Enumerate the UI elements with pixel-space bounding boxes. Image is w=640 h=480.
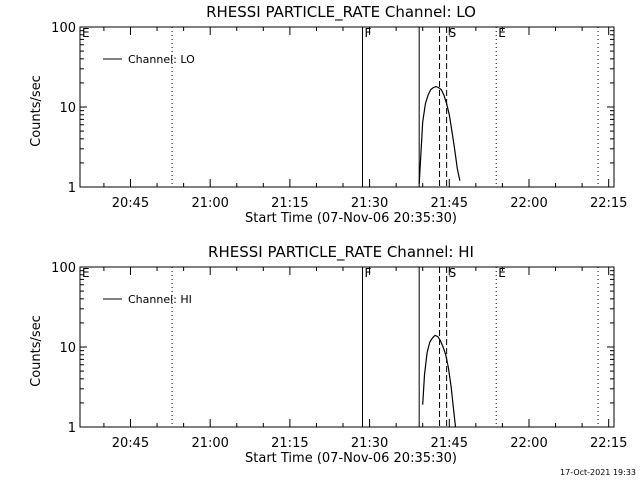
x-tick-label: 20:45	[112, 196, 149, 211]
x-tick-label: 21:45	[431, 196, 468, 211]
hi-channel-panel: RHESSI PARTICLE_RATE Channel: HI 1 10 100 20…	[29, 243, 627, 466]
y-axis-label: Counts/sec	[29, 75, 44, 147]
x-tick-label: 21:15	[271, 196, 308, 211]
x-tick-label: 21:00	[191, 196, 228, 211]
marker-label: E	[498, 266, 506, 280]
marker-label: F	[364, 26, 371, 40]
plot-timestamp: 17-Oct-2021 19:33	[560, 468, 636, 477]
series-line	[422, 334, 457, 428]
x-tick-label: 21:45	[431, 436, 468, 451]
y-tick-label: 100	[51, 261, 76, 276]
legend-label: Channel: HI	[128, 293, 192, 306]
chart-title: RHESSI PARTICLE_RATE Channel: HI	[208, 243, 474, 262]
x-tick-label: 21:15	[271, 436, 308, 451]
x-tick-label: 22:15	[590, 196, 627, 211]
x-tick-label: 21:30	[351, 196, 388, 211]
marker-label: E	[498, 26, 506, 40]
x-axis-label: Start Time (07-Nov-06 20:35:30)	[245, 451, 457, 466]
legend-label: Channel: LO	[128, 53, 195, 66]
y-tick-label: 1	[68, 181, 76, 196]
y-tick-label: 10	[59, 101, 76, 116]
x-tick-label: 22:00	[510, 196, 547, 211]
marker-label: S	[449, 26, 457, 40]
x-tick-label: 21:00	[191, 436, 228, 451]
x-tick-label: 21:30	[351, 436, 388, 451]
marker-label: E	[82, 26, 90, 40]
chart-title: RHESSI PARTICLE_RATE Channel: LO	[206, 3, 476, 22]
y-tick-label: 1	[68, 421, 76, 436]
lo-channel-panel: RHESSI PARTICLE_RATE Channel: LO 1 10 100 20…	[29, 3, 627, 226]
y-tick-label: 10	[59, 341, 76, 356]
plot-frame	[79, 26, 615, 188]
series-line	[418, 85, 461, 184]
y-tick-label: 100	[51, 21, 76, 36]
marker-label: F	[364, 266, 371, 280]
marker-label: S	[449, 266, 457, 280]
plot-frame	[79, 266, 615, 428]
x-tick-label: 20:45	[112, 436, 149, 451]
y-axis-label: Counts/sec	[29, 315, 44, 387]
x-axis-label: Start Time (07-Nov-06 20:35:30)	[245, 211, 457, 226]
x-tick-label: 22:15	[590, 436, 627, 451]
x-tick-label: 22:00	[510, 436, 547, 451]
marker-label: E	[82, 266, 90, 280]
